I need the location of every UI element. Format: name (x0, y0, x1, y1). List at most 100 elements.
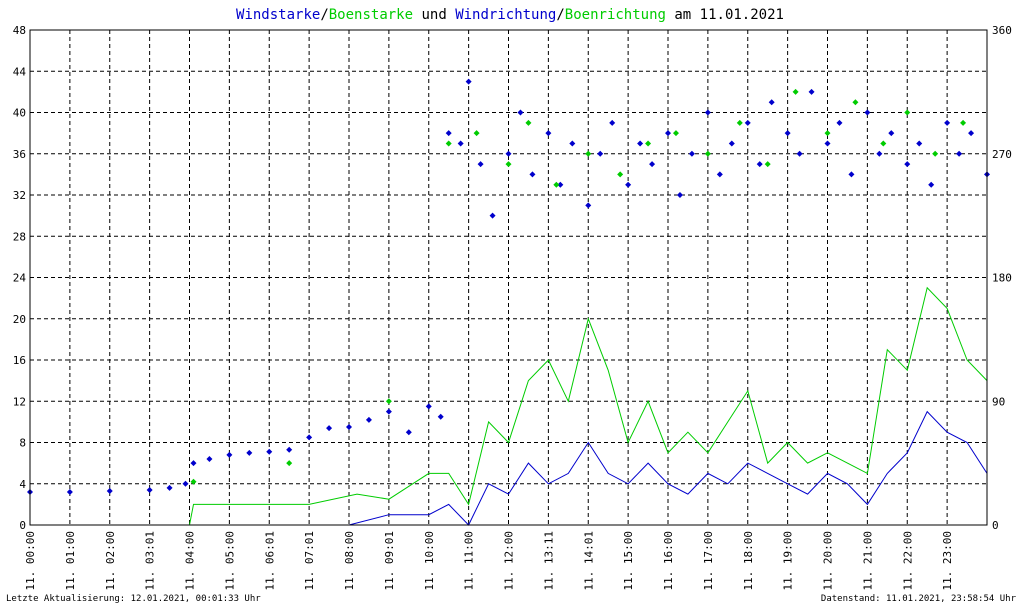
x-tick-label: 11. 19:00 (782, 531, 795, 591)
y-right-tick-label: 90 (992, 395, 1005, 408)
x-tick-label: 11. 17:00 (702, 531, 715, 591)
windrichtung-point (182, 480, 189, 487)
windrichtung-point (609, 119, 616, 126)
windrichtung-point (916, 140, 923, 147)
windrichtung-point (968, 130, 975, 137)
boenrichtung-point (792, 88, 799, 95)
footer-left: Letzte Aktualisierung: 12.01.2021, 00:01… (6, 594, 261, 604)
windrichtung-point (346, 424, 352, 431)
windrichtung-point (676, 192, 683, 198)
windrichtung-point (796, 150, 803, 157)
x-tick-label: 11. 13:11 (542, 531, 555, 591)
windrichtung-point (808, 88, 815, 95)
y-left-tick-label: 4 (19, 478, 26, 491)
windrichtung-point (569, 140, 576, 147)
windrichtung-point (286, 446, 293, 453)
title-part-2: Boenstarke (329, 7, 413, 23)
windrichtung-point (928, 181, 935, 188)
windrichtung-point (206, 456, 213, 462)
footer-right: Datenstand: 11.01.2021, 23:58:54 Uhr (821, 594, 1017, 604)
windrichtung-point (688, 150, 695, 157)
y-left-tick-label: 12 (13, 395, 26, 408)
windrichtung-point (665, 130, 671, 137)
boenstarke-line (30, 286, 988, 526)
boenrichtung-point (617, 171, 624, 178)
windrichtung-point (166, 484, 173, 491)
x-tick-label: 11. 12:00 (503, 531, 516, 591)
windrichtung-point (744, 119, 751, 126)
wind-line-group (30, 410, 988, 526)
y-left-tick-label: 20 (13, 313, 26, 326)
boenrichtung-point (960, 119, 967, 126)
y-right-tick-label: 0 (992, 519, 999, 532)
x-tick-label: 11. 15:00 (622, 531, 635, 591)
y-left-tick-label: 40 (13, 107, 26, 120)
windrichtung-point (517, 109, 524, 116)
boenrichtung-point (736, 119, 743, 126)
boenrichtung-point (764, 161, 771, 168)
x-tick-label: 11. 03:01 (144, 531, 157, 591)
windrichtung-point (625, 181, 632, 188)
x-tick-label: 11. 21:00 (861, 531, 874, 591)
x-tick-label: 11. 18:00 (742, 531, 755, 591)
boenrichtung-point (286, 460, 293, 467)
plot-border (29, 29, 988, 526)
y-right-tick-label: 270 (992, 148, 1012, 161)
x-tick-label: 11. 07:01 (303, 531, 316, 591)
y-right-tick-label: 180 (992, 272, 1012, 285)
y-right-tick-label: 360 (992, 24, 1012, 37)
y-left-tick-label: 16 (13, 354, 26, 367)
y-left-tick-label: 24 (13, 272, 27, 285)
boenrichtung-point (672, 130, 679, 137)
windrichtung-point (784, 130, 791, 137)
boenrichtung-point (585, 150, 592, 157)
boenrichtung-point (385, 398, 392, 405)
boenrichtung-point (645, 140, 652, 147)
y-left-tick-label: 8 (19, 437, 26, 450)
windrichtung-point (266, 448, 273, 455)
x-tick-label: 11. 01:00 (64, 531, 77, 591)
windrichtung-point (106, 487, 113, 494)
y-axis-right: 0 90 180 270 360 (992, 24, 1012, 532)
title-part-6: Boenrichtung (565, 7, 666, 23)
windrichtung-point (637, 140, 644, 147)
windrichtung-point (904, 161, 911, 168)
windrichtung-point (716, 171, 723, 178)
windrichtung-point (326, 425, 333, 432)
title-part-1: / (320, 7, 328, 23)
x-tick-label: 11. 11:00 (463, 531, 476, 591)
x-tick-label: 11. 06:01 (263, 531, 276, 591)
x-tick-label: 11. 20:00 (822, 531, 835, 591)
x-tick-label: 11. 14:01 (582, 531, 595, 591)
windrichtung-point (557, 181, 564, 188)
windrichtung-point (405, 429, 412, 436)
y-left-tick-label: 32 (13, 189, 26, 202)
windrichtung-point (864, 109, 871, 116)
gust-line-group (30, 286, 988, 526)
boenrichtung-point (932, 150, 939, 157)
y-left-tick-label: 28 (13, 230, 26, 243)
windrichtung-point (226, 451, 233, 458)
windrichtung-point (888, 130, 895, 137)
x-tick-label: 11. 16:00 (662, 531, 675, 591)
windrichtung-point (477, 161, 484, 168)
windrichtung-point (465, 78, 472, 85)
y-left-tick-label: 44 (13, 65, 27, 78)
chart-title: Windstarke/Boenstarke und Windrichtung/B… (236, 7, 784, 23)
x-tick-label: 11. 08:00 (343, 531, 356, 591)
plot-frame (29, 29, 988, 526)
boenrichtung-point (190, 478, 197, 485)
windrichtung-point (489, 212, 496, 219)
x-tick-label: 11. 04:00 (184, 531, 197, 591)
boenrichtung-point (904, 109, 911, 116)
windrichtung-point (585, 202, 592, 209)
boenrichtung-point (525, 119, 532, 126)
windrichtung-point (704, 109, 711, 116)
windrichtung-point (597, 150, 604, 157)
windrichtung-point (728, 140, 735, 147)
gust-direction-points (190, 88, 967, 485)
windrichtung-point (649, 161, 656, 168)
x-tick-label: 11. 23:00 (941, 531, 954, 591)
